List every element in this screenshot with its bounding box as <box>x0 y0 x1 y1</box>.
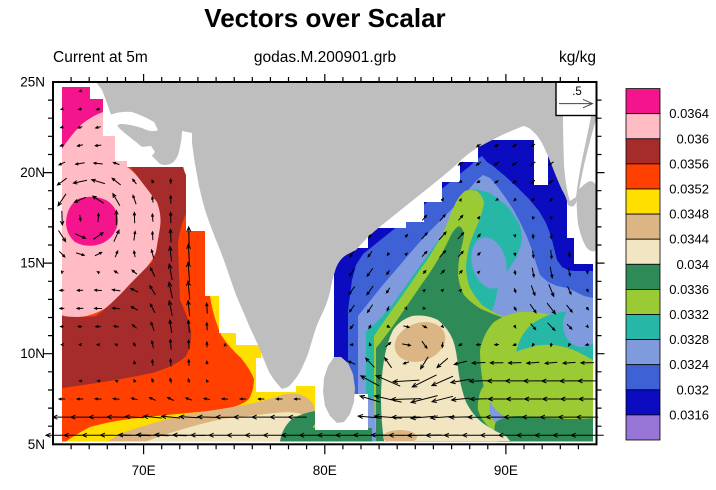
svg-text:0.0352: 0.0352 <box>669 182 709 197</box>
svg-text:.5: .5 <box>572 86 582 98</box>
svg-text:0.036: 0.036 <box>676 131 709 146</box>
svg-text:0.0316: 0.0316 <box>669 407 709 422</box>
svg-text:70E: 70E <box>132 463 156 478</box>
svg-text:0.0364: 0.0364 <box>669 106 709 121</box>
svg-text:0.0348: 0.0348 <box>669 207 709 222</box>
svg-text:80E: 80E <box>313 463 337 478</box>
svg-text:0.0344: 0.0344 <box>669 232 709 247</box>
svg-text:0.0328: 0.0328 <box>669 332 709 347</box>
svg-text:Current at 5m: Current at 5m <box>53 49 148 66</box>
svg-text:0.034: 0.034 <box>676 257 709 272</box>
svg-text:20N: 20N <box>20 165 45 180</box>
svg-text:0.032: 0.032 <box>676 382 709 397</box>
svg-text:0.0336: 0.0336 <box>669 282 709 297</box>
svg-text:Vectors over Scalar: Vectors over Scalar <box>204 3 445 33</box>
svg-text:kg/kg: kg/kg <box>559 49 596 66</box>
svg-text:5N: 5N <box>28 437 45 452</box>
svg-text:90E: 90E <box>494 463 518 478</box>
svg-text:0.0332: 0.0332 <box>669 307 709 322</box>
svg-text:25N: 25N <box>20 75 45 90</box>
svg-text:0.0356: 0.0356 <box>669 156 709 171</box>
svg-text:10N: 10N <box>20 346 45 361</box>
svg-text:0.0324: 0.0324 <box>669 357 709 372</box>
svg-text:godas.M.200901.grb: godas.M.200901.grb <box>254 49 396 66</box>
svg-text:15N: 15N <box>20 256 45 271</box>
